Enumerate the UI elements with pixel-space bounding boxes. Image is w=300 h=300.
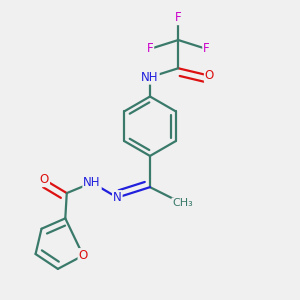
- Text: O: O: [205, 69, 214, 82]
- Text: F: F: [175, 11, 181, 24]
- Text: CH₃: CH₃: [172, 199, 193, 208]
- Text: F: F: [147, 42, 153, 56]
- Text: NH: NH: [83, 176, 101, 189]
- Text: O: O: [79, 249, 88, 262]
- Text: N: N: [113, 191, 122, 204]
- Text: F: F: [203, 42, 210, 56]
- Text: NH: NH: [141, 71, 159, 84]
- Text: O: O: [40, 173, 49, 186]
